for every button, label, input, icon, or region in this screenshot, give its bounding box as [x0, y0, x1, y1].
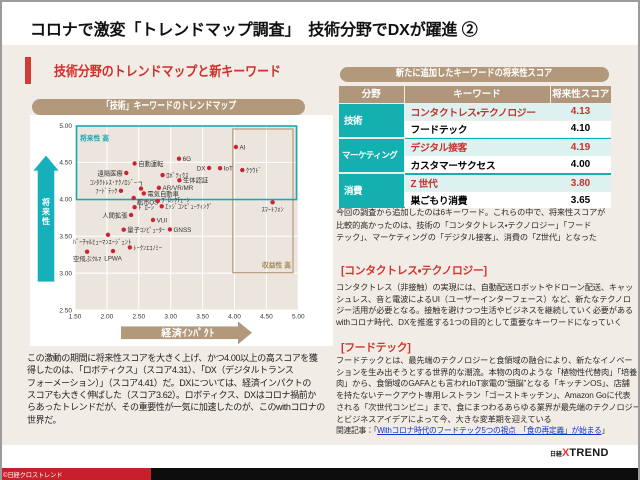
svg-text:性: 性: [42, 216, 50, 226]
svg-text:AR/VR/MR: AR/VR/MR: [163, 185, 194, 192]
svg-text:3.00: 3.00: [164, 314, 177, 321]
svg-text:人間拡張: 人間拡張: [102, 210, 128, 219]
svg-text:2.50: 2.50: [132, 314, 145, 321]
svg-text:2.00: 2.00: [101, 314, 114, 321]
svg-text:ﾛﾎﾞﾃｨｸｽ: ﾛﾎﾞﾃｨｸｽ: [166, 172, 188, 180]
svg-text:将来性 高: 将来性 高: [79, 134, 109, 143]
svg-text:4.00: 4.00: [59, 197, 72, 204]
svg-text:ﾄﾞﾛｰﾝ: ﾄﾞﾛｰﾝ: [138, 204, 154, 212]
svg-text:4.50: 4.50: [260, 314, 273, 321]
svg-text:生体認証: 生体認証: [183, 176, 209, 185]
svg-text:AI: AI: [240, 144, 246, 151]
svg-text:将: 将: [41, 197, 50, 207]
svg-text:経済ｲﾝﾊﾟｸﾄ: 経済ｲﾝﾊﾟｸﾄ: [160, 327, 215, 340]
svg-text:自動運転: 自動運転: [138, 159, 164, 168]
svg-text:3.50: 3.50: [59, 234, 72, 241]
svg-text:2.50: 2.50: [59, 307, 72, 314]
svg-text:ｸﾗｳﾄﾞ: ｸﾗｳﾄﾞ: [246, 167, 262, 175]
svg-text:5.00: 5.00: [292, 314, 305, 321]
svg-text:DX: DX: [197, 165, 207, 172]
svg-text:3.50: 3.50: [196, 314, 209, 321]
svg-text:収益性 高: 収益性 高: [262, 261, 291, 270]
svg-text:3.00: 3.00: [59, 270, 72, 277]
svg-text:ﾌﾞﾛｯｸﾁｪｰﾝ: ﾌﾞﾛｯｸﾁｪｰﾝ: [161, 196, 189, 204]
svg-text:都市OS: 都市OS: [137, 198, 159, 207]
svg-text:遠隔医療: 遠隔医療: [98, 168, 124, 177]
svg-text:電気自動車: 電気自動車: [147, 189, 178, 198]
svg-text:ﾊﾞｰﾁｬﾙﾋｭｰﾏﾝｴｰｼﾞｪﾝﾄ: ﾊﾞｰﾁｬﾙﾋｭｰﾏﾝｴｰｼﾞｪﾝﾄ: [73, 238, 132, 246]
svg-text:IoT: IoT: [224, 166, 233, 173]
svg-text:5.00: 5.00: [59, 123, 72, 130]
svg-text:ﾄｰｸﾝｴｺﾉﾐｰ: ﾄｰｸﾝｴｺﾉﾐｰ: [134, 244, 162, 252]
svg-text:ｴｯｼﾞｺﾝﾋﾟｭｰﾃｨﾝｸﾞ: ｴｯｼﾞｺﾝﾋﾟｭｰﾃｨﾝｸﾞ: [165, 203, 212, 211]
svg-text:1.50: 1.50: [69, 314, 82, 321]
svg-text:VUI: VUI: [157, 217, 168, 224]
svg-text:ﾌｰﾄﾞﾃｯｸ: ﾌｰﾄﾞﾃｯｸ: [95, 187, 117, 195]
svg-text:GNSS: GNSS: [174, 227, 192, 234]
svg-text:ｺﾝﾀｸﾄﾚｽ･ﾃｸﾉﾛｼﾞｰ: ｺﾝﾀｸﾄﾚｽ･ﾃｸﾉﾛｼﾞｰ: [90, 178, 137, 186]
svg-text:LPWA: LPWA: [104, 255, 122, 262]
svg-text:4.00: 4.00: [228, 314, 241, 321]
svg-text:4.50: 4.50: [59, 160, 72, 167]
svg-text:量子ｺﾝﾋﾟｭｰﾀｰ: 量子ｺﾝﾋﾟｭｰﾀｰ: [127, 226, 165, 234]
svg-text:来: 来: [41, 207, 51, 217]
svg-text:6G: 6G: [183, 156, 192, 163]
svg-text:ｽﾏｰﾄﾌｫﾝ: ｽﾏｰﾄﾌｫﾝ: [262, 206, 284, 214]
svg-text:空飛ぶｸﾙﾏ: 空飛ぶｸﾙﾏ: [73, 255, 101, 263]
